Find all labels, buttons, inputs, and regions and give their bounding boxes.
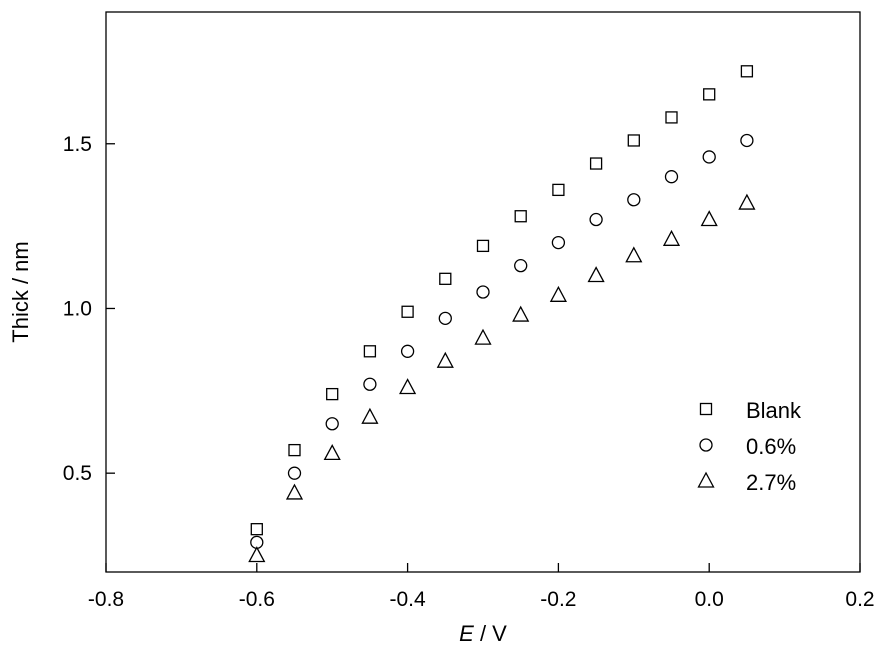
square-marker — [288, 443, 301, 457]
circle-marker — [664, 170, 679, 184]
x-tick-label: -0.2 — [540, 588, 576, 611]
square-marker — [363, 345, 377, 358]
legend: Blank 0.6% 2.7% — [697, 398, 802, 495]
circle-marker — [514, 258, 528, 273]
square-marker — [665, 111, 678, 124]
circle-marker — [476, 285, 490, 299]
x-axis-title-rest: / V — [474, 621, 507, 646]
legend-marker-circle — [699, 438, 713, 452]
x-tick-label: -0.8 — [88, 588, 124, 611]
triangle-marker — [436, 351, 454, 368]
y-axis-title: Thick / nm — [8, 241, 33, 342]
triangle-marker — [248, 546, 266, 563]
circle-marker — [287, 466, 302, 480]
square-marker — [589, 157, 603, 170]
y-tick-label: 0.5 — [63, 462, 92, 485]
y-tick-label: 1.0 — [63, 297, 92, 320]
x-axis-title-italic: E — [459, 621, 474, 646]
legend-label: 2.7% — [746, 470, 796, 495]
triangle-marker — [285, 483, 304, 500]
x-axis: -0.8 -0.6 -0.4 -0.2 0.0 0.2 — [88, 563, 875, 611]
square-marker — [439, 272, 452, 285]
triangle-marker — [587, 266, 605, 283]
square-marker — [326, 387, 339, 401]
circle-marker — [589, 212, 603, 227]
y-tick-label: 1.5 — [63, 133, 92, 156]
legend-marker-square — [699, 402, 713, 416]
square-marker — [627, 134, 640, 147]
triangle-marker — [361, 407, 379, 424]
plot-frame — [105, 11, 861, 573]
triangle-marker — [399, 378, 417, 395]
data-points — [248, 65, 756, 563]
circle-marker — [438, 311, 452, 326]
square-marker — [552, 183, 565, 197]
square-marker — [250, 523, 263, 536]
x-tick-label: -0.6 — [239, 588, 275, 611]
legend-label: 0.6% — [746, 434, 796, 459]
circle-marker — [325, 417, 339, 431]
x-tick-label: 0.2 — [845, 588, 874, 611]
square-marker — [703, 88, 716, 101]
circle-marker — [627, 193, 641, 207]
circle-marker — [400, 344, 415, 358]
square-marker — [740, 65, 754, 78]
triangle-marker — [738, 193, 756, 210]
square-marker — [514, 210, 527, 223]
triangle-marker — [512, 305, 530, 322]
triangle-marker — [474, 328, 492, 345]
triangle-marker — [625, 246, 643, 263]
triangle-marker — [323, 444, 341, 461]
y-axis: 0.5 1.0 1.5 — [63, 133, 115, 485]
series-triangle — [248, 193, 756, 563]
circle-marker — [740, 133, 754, 148]
series-square — [250, 65, 754, 536]
triangle-marker — [662, 229, 681, 246]
legend-label: Blank — [746, 398, 802, 423]
x-tick-label: -0.4 — [390, 588, 427, 611]
x-tick-label: 0.0 — [695, 588, 724, 611]
circle-marker — [363, 377, 377, 391]
square-marker — [476, 239, 490, 253]
circle-marker — [551, 235, 566, 250]
triangle-marker — [700, 210, 718, 227]
series-circle — [250, 133, 754, 550]
x-axis-title: E / V — [459, 621, 507, 646]
triangle-marker — [549, 285, 567, 302]
square-marker — [401, 305, 414, 318]
circle-marker — [702, 150, 716, 164]
legend-marker-triangle — [697, 471, 715, 488]
